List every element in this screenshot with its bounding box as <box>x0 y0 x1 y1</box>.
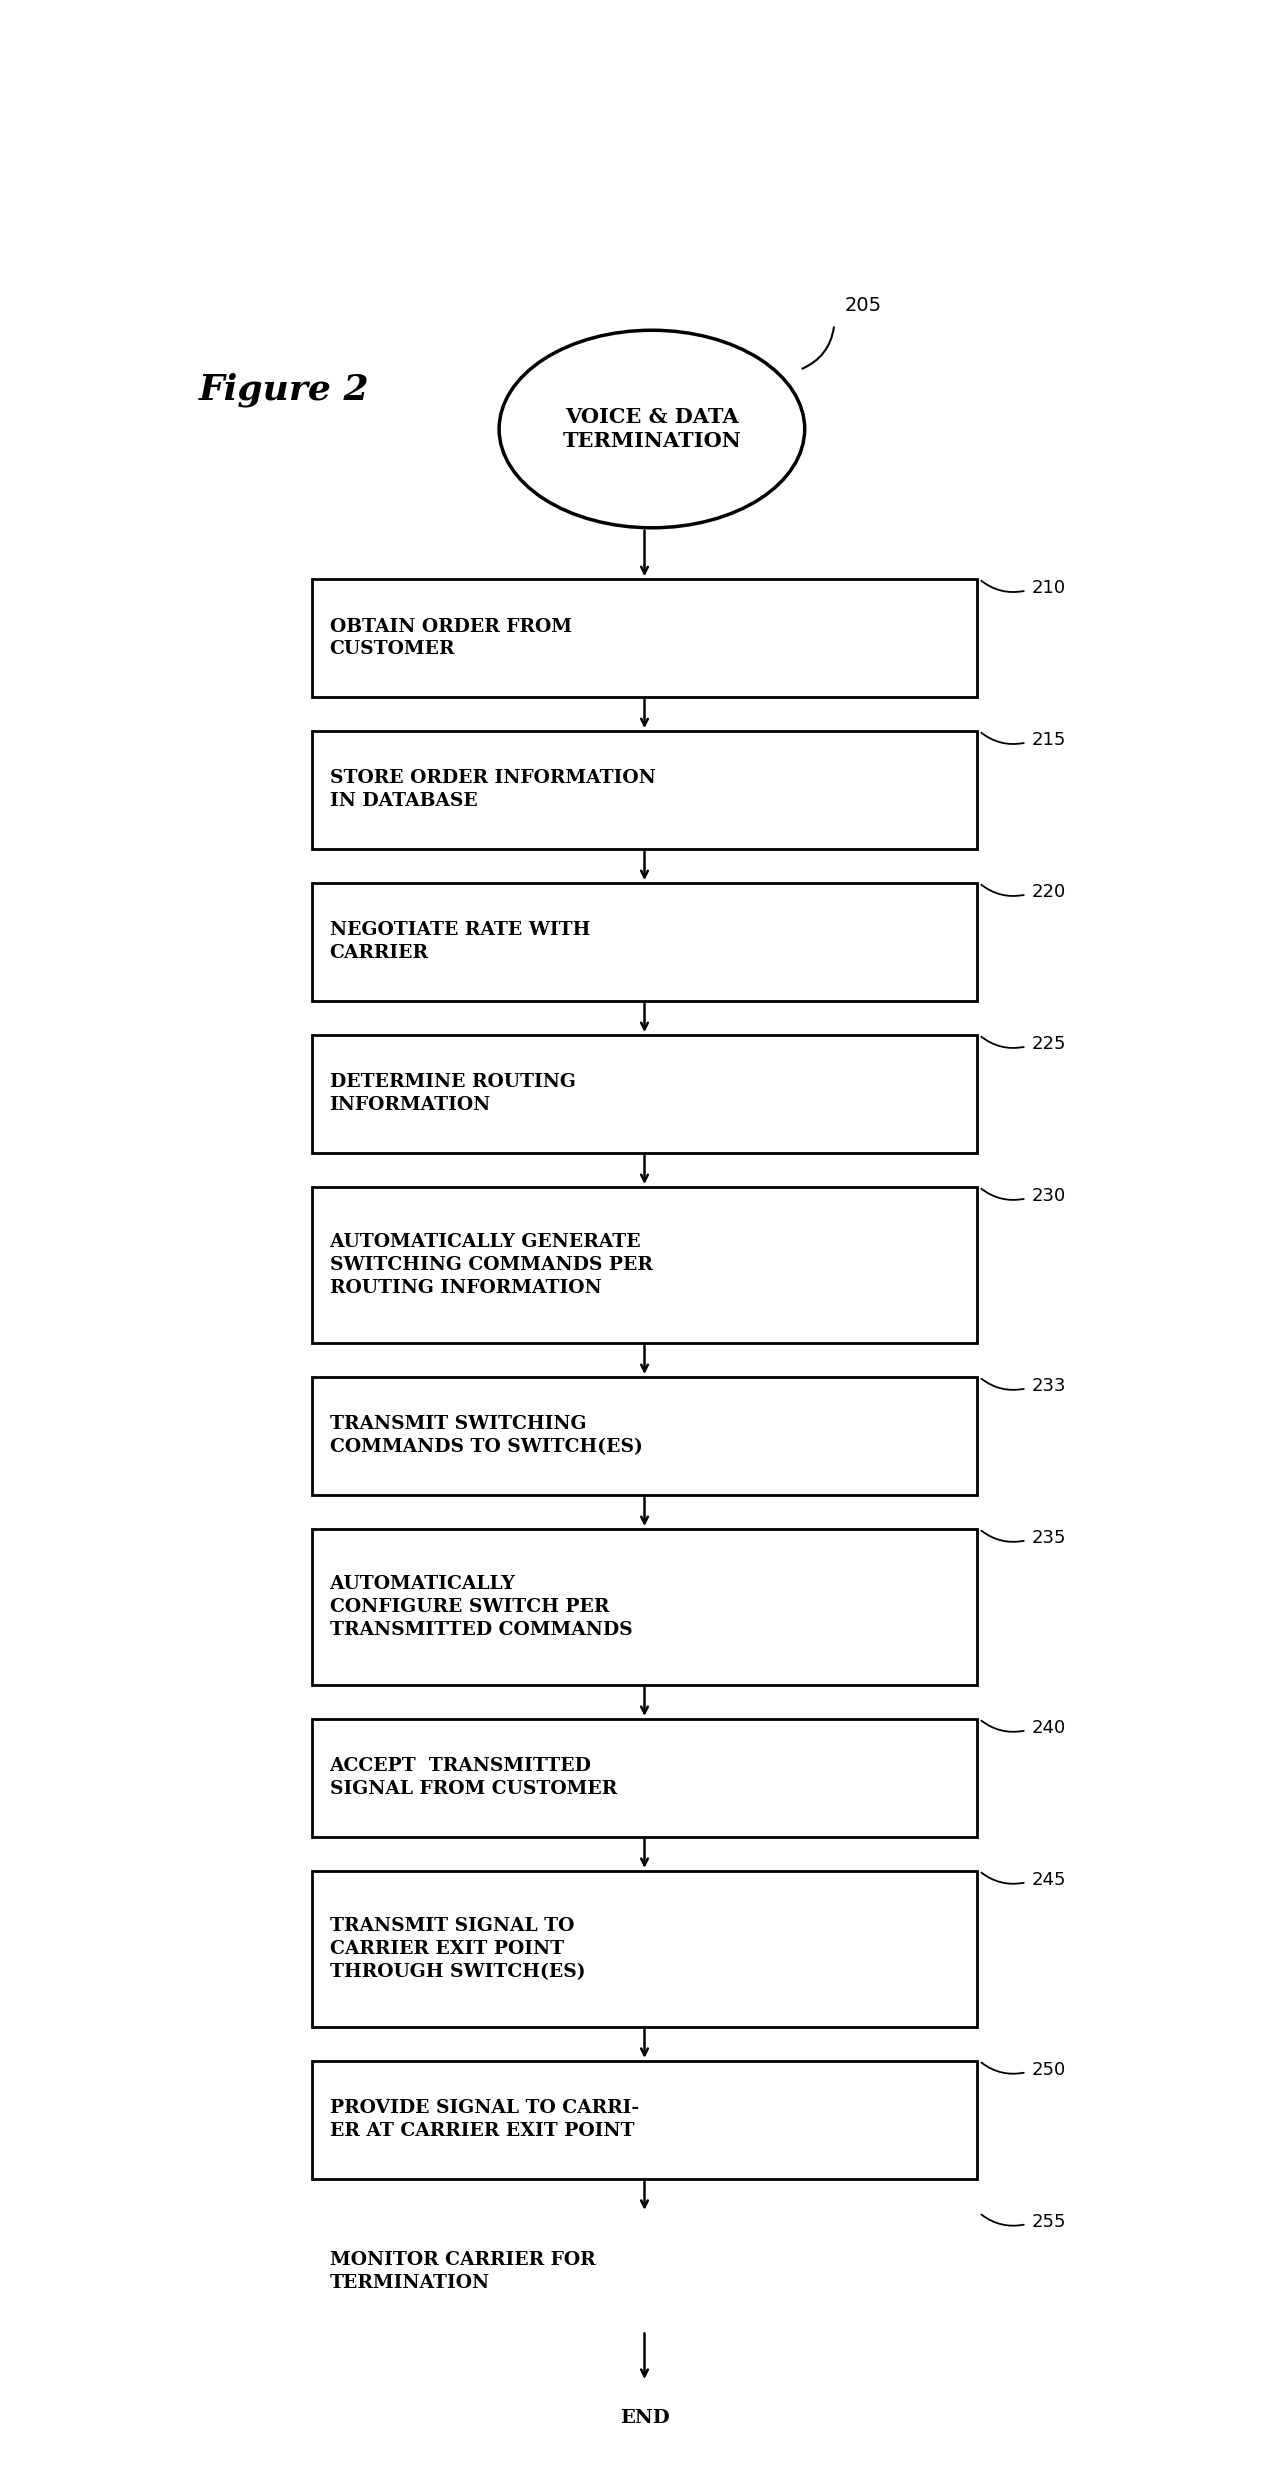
FancyBboxPatch shape <box>585 2381 703 2455</box>
Text: PROVIDE SIGNAL TO CARRI-
ER AT CARRIER EXIT POINT: PROVIDE SIGNAL TO CARRI- ER AT CARRIER E… <box>329 2099 639 2139</box>
Text: 233: 233 <box>1032 1377 1066 1394</box>
Text: MONITOR CARRIER FOR
TERMINATION: MONITOR CARRIER FOR TERMINATION <box>329 2252 595 2292</box>
Text: TRANSMIT SWITCHING
COMMANDS TO SWITCH(ES): TRANSMIT SWITCHING COMMANDS TO SWITCH(ES… <box>329 1416 642 1456</box>
Text: ACCEPT  TRANSMITTED
SIGNAL FROM CUSTOMER: ACCEPT TRANSMITTED SIGNAL FROM CUSTOMER <box>329 1757 617 1798</box>
Text: 230: 230 <box>1032 1187 1066 1204</box>
Text: NEGOTIATE RATE WITH
CARRIER: NEGOTIATE RATE WITH CARRIER <box>329 923 590 962</box>
Text: AUTOMATICALLY GENERATE
SWITCHING COMMANDS PER
ROUTING INFORMATION: AUTOMATICALLY GENERATE SWITCHING COMMAND… <box>329 1234 653 1298</box>
Text: END: END <box>619 2408 669 2428</box>
Text: 235: 235 <box>1032 1530 1066 1547</box>
FancyBboxPatch shape <box>312 1870 977 2025</box>
FancyBboxPatch shape <box>312 883 977 1002</box>
Ellipse shape <box>499 331 805 528</box>
Text: 220: 220 <box>1032 883 1066 900</box>
FancyBboxPatch shape <box>312 1036 977 1152</box>
Text: 225: 225 <box>1032 1036 1066 1053</box>
Text: 255: 255 <box>1032 2213 1066 2230</box>
Text: Figure 2: Figure 2 <box>198 373 369 407</box>
FancyBboxPatch shape <box>312 1187 977 1342</box>
Text: OBTAIN ORDER FROM
CUSTOMER: OBTAIN ORDER FROM CUSTOMER <box>329 617 571 659</box>
FancyBboxPatch shape <box>312 1530 977 1685</box>
FancyBboxPatch shape <box>312 1719 977 1835</box>
Text: 250: 250 <box>1032 2060 1066 2080</box>
FancyBboxPatch shape <box>312 730 977 849</box>
Text: 240: 240 <box>1032 1719 1066 1737</box>
Text: STORE ORDER INFORMATION
IN DATABASE: STORE ORDER INFORMATION IN DATABASE <box>329 770 655 809</box>
FancyBboxPatch shape <box>312 1377 977 1495</box>
Text: VOICE & DATA
TERMINATION: VOICE & DATA TERMINATION <box>562 407 742 451</box>
FancyBboxPatch shape <box>312 2060 977 2178</box>
Text: TRANSMIT SIGNAL TO
CARRIER EXIT POINT
THROUGH SWITCH(ES): TRANSMIT SIGNAL TO CARRIER EXIT POINT TH… <box>329 1917 585 1981</box>
FancyBboxPatch shape <box>312 580 977 696</box>
Text: 215: 215 <box>1032 730 1066 750</box>
Text: 245: 245 <box>1032 1870 1066 1890</box>
FancyBboxPatch shape <box>312 2213 977 2331</box>
Text: 210: 210 <box>1032 580 1066 597</box>
Text: DETERMINE ROUTING
INFORMATION: DETERMINE ROUTING INFORMATION <box>329 1073 575 1115</box>
Text: 205: 205 <box>845 296 881 316</box>
Text: AUTOMATICALLY
CONFIGURE SWITCH PER
TRANSMITTED COMMANDS: AUTOMATICALLY CONFIGURE SWITCH PER TRANS… <box>329 1574 632 1638</box>
